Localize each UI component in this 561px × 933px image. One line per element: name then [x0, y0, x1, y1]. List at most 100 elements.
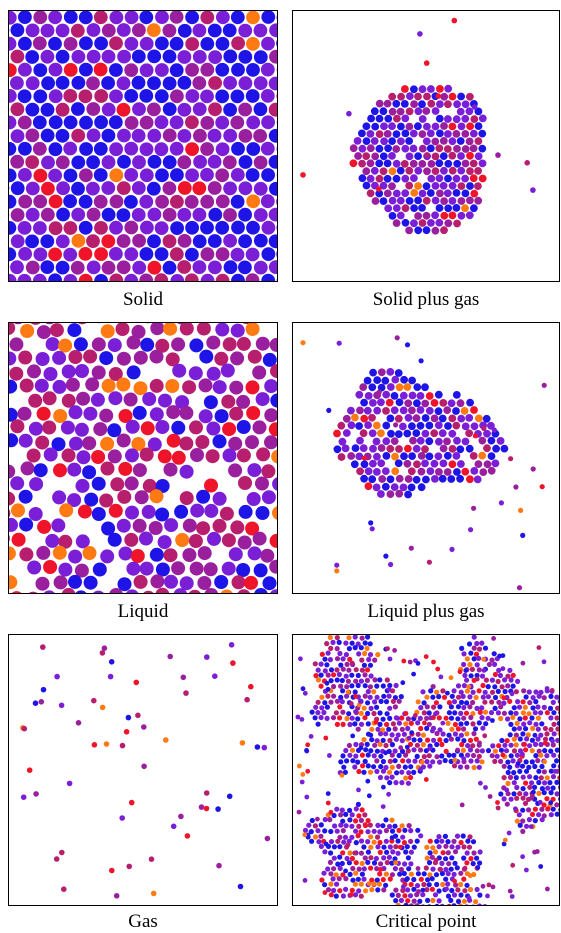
particle: [340, 666, 346, 672]
particle: [360, 398, 368, 407]
particle: [373, 406, 382, 415]
particle: [517, 791, 523, 797]
particle: [482, 733, 488, 739]
particle: [245, 247, 260, 262]
particle: [421, 414, 430, 422]
particle: [365, 778, 371, 784]
particle: [155, 420, 170, 434]
particle: [461, 704, 467, 711]
particle: [517, 768, 523, 774]
particle: [451, 838, 457, 844]
particle: [261, 464, 276, 479]
particle: [425, 897, 431, 903]
liquid-caption: Liquid: [117, 601, 169, 622]
particle: [93, 168, 108, 182]
particle: [169, 115, 184, 130]
particle: [433, 711, 438, 717]
particle: [9, 89, 17, 103]
particle: [260, 194, 275, 209]
particle: [63, 274, 78, 281]
particle: [513, 689, 519, 695]
particle: [431, 152, 440, 161]
particle: [188, 534, 203, 548]
particle: [340, 753, 346, 759]
particle: [352, 850, 358, 856]
particle: [511, 726, 517, 732]
particle: [246, 63, 260, 77]
particle: [367, 114, 375, 123]
particle: [453, 468, 461, 476]
particle: [457, 152, 465, 160]
particle: [148, 856, 155, 862]
particle: [366, 881, 372, 886]
particle: [101, 102, 116, 117]
particle: [395, 474, 404, 483]
particle: [418, 115, 427, 123]
particle: [470, 689, 476, 695]
particle: [466, 895, 472, 901]
particle: [449, 887, 455, 894]
particle: [379, 167, 388, 176]
particle: [417, 737, 423, 743]
particle: [426, 710, 432, 716]
particle: [388, 107, 397, 116]
particle: [414, 742, 420, 748]
particle: [167, 653, 173, 660]
particle: [458, 721, 464, 727]
particle: [59, 503, 74, 518]
particle: [358, 129, 366, 138]
particle: [86, 181, 100, 196]
particle: [414, 107, 423, 116]
particle: [371, 122, 380, 131]
particle: [381, 887, 387, 893]
particle: [527, 743, 533, 749]
particle: [261, 247, 276, 261]
particle: [391, 452, 399, 461]
particle: [193, 155, 208, 169]
particle: [522, 715, 528, 721]
particle: [171, 337, 186, 352]
particle: [435, 666, 441, 672]
particle: [28, 591, 38, 593]
particle: [365, 849, 371, 855]
particle: [551, 721, 557, 727]
particle: [367, 684, 373, 690]
particle: [325, 887, 332, 893]
particle: [539, 806, 545, 812]
particle: [515, 699, 521, 705]
particle: [412, 444, 421, 453]
particle: [431, 182, 440, 190]
particle: [412, 475, 421, 484]
particle: [449, 546, 455, 552]
particle: [261, 220, 276, 235]
particle: [457, 166, 466, 175]
particle: [508, 796, 514, 802]
particle: [353, 694, 358, 699]
particle: [185, 142, 200, 157]
particle: [430, 759, 436, 765]
particle: [383, 553, 389, 559]
particle: [82, 465, 97, 480]
particle: [70, 23, 85, 38]
particle: [375, 887, 381, 893]
particle: [392, 758, 398, 764]
particle: [435, 174, 444, 183]
particle: [548, 693, 554, 699]
particle: [124, 532, 139, 547]
particle: [270, 364, 277, 379]
particle: [162, 102, 177, 116]
particle: [340, 872, 346, 878]
particle: [401, 85, 409, 93]
particle: [452, 174, 461, 183]
particle: [539, 786, 545, 792]
particle: [548, 812, 554, 818]
particle: [48, 115, 63, 130]
particle: [319, 694, 325, 700]
particle: [467, 873, 473, 879]
particle: [355, 726, 361, 732]
particle: [432, 892, 439, 898]
particle: [299, 779, 305, 785]
particle: [541, 802, 547, 808]
particle: [433, 857, 439, 863]
particle: [353, 870, 359, 876]
